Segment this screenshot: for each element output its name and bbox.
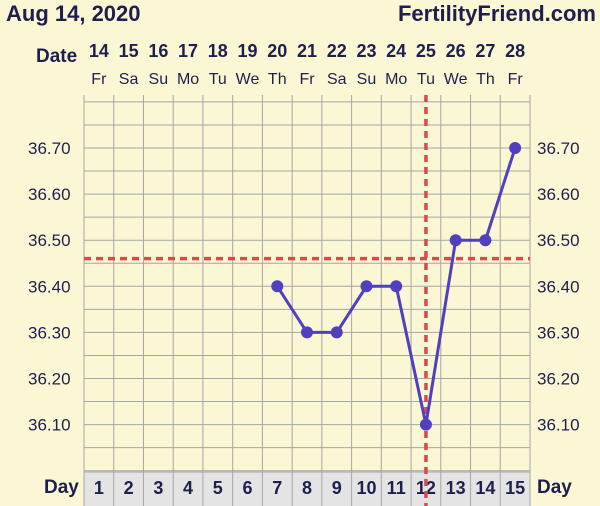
day-number-label: 3 — [153, 478, 163, 498]
date-label: 16 — [148, 41, 168, 61]
y-tick-label: 36.30 — [28, 323, 71, 342]
y-tick-label-right: 36.10 — [537, 416, 580, 435]
brand-logo: FertilityFriend.com — [398, 1, 596, 26]
y-tick-label-right: 36.60 — [537, 185, 580, 204]
date-label: 21 — [297, 41, 317, 61]
y-tick-label-right: 36.20 — [537, 370, 580, 389]
weekday-label: Th — [268, 71, 287, 88]
date-label: 26 — [446, 41, 466, 61]
weekday-label: We — [444, 71, 468, 88]
data-point — [449, 234, 462, 247]
weekday-label: Sa — [119, 71, 139, 88]
day-number-label: 4 — [183, 478, 193, 498]
day-number-label: 5 — [213, 478, 223, 498]
weekday-label: Su — [149, 71, 169, 88]
date-label: 27 — [475, 41, 495, 61]
y-tick-label-right: 36.50 — [537, 231, 580, 250]
date-label: 14 — [89, 41, 109, 61]
day-number-label: 12 — [416, 478, 436, 498]
y-tick-label-right: 36.30 — [537, 323, 580, 342]
day-number-label: 7 — [272, 478, 282, 498]
day-number-label: 8 — [302, 478, 312, 498]
data-point — [330, 326, 343, 339]
date-label: 23 — [356, 41, 376, 61]
data-point — [301, 326, 313, 339]
date-label: 15 — [119, 41, 139, 61]
weekday-label: Sa — [327, 71, 347, 88]
data-point — [390, 280, 403, 293]
day-number-label: 14 — [475, 478, 495, 498]
weekday-label: Mo — [177, 71, 199, 88]
y-tick-label: 36.40 — [28, 277, 71, 296]
date-label: 24 — [386, 41, 406, 61]
y-tick-label: 36.60 — [28, 185, 71, 204]
weekday-label: Mo — [385, 71, 407, 88]
weekday-label: Fr — [508, 71, 524, 88]
chart-marks — [84, 95, 530, 506]
weekday-label: Fr — [299, 71, 315, 88]
date-label: 20 — [267, 41, 287, 61]
day-number-label: 11 — [387, 478, 406, 498]
y-tick-label: 36.50 — [28, 231, 71, 250]
weekday-label: Su — [357, 71, 377, 88]
y-tick-label: 36.20 — [28, 370, 71, 389]
date-label: 17 — [178, 41, 198, 61]
axis-labels: 14 Fr 1 15 Sa 2 16 Su 3 17 Mo 4 18 Tu 5 19 We 6 20 Th 7 21 Fr 8… — [28, 41, 580, 498]
y-tick-label: 36.70 — [28, 139, 71, 158]
data-point — [360, 280, 373, 293]
day-number-label: 2 — [124, 478, 134, 498]
day-row-band — [84, 472, 530, 506]
weekday-label: We — [236, 71, 260, 88]
day-number-label: 6 — [243, 478, 253, 498]
data-point — [419, 418, 432, 431]
day-number-label: 9 — [332, 478, 342, 498]
y-tick-label-right: 36.70 — [537, 139, 580, 158]
weekday-label: Tu — [209, 71, 227, 88]
date-row-label: Date — [36, 46, 77, 67]
y-tick-label-right: 36.40 — [537, 277, 580, 296]
day-row-label: Day — [44, 477, 79, 498]
date-label: 28 — [505, 41, 525, 61]
weekday-label: Fr — [91, 71, 107, 88]
date-label: 25 — [416, 41, 436, 61]
day-number-label: 10 — [356, 478, 376, 498]
chart-date: Aug 14, 2020 — [6, 1, 141, 26]
y-tick-label: 36.10 — [28, 416, 71, 435]
day-number-label: 1 — [94, 478, 104, 498]
grid — [83, 95, 531, 506]
date-label: 22 — [327, 41, 347, 61]
date-label: 19 — [238, 41, 258, 61]
weekday-label: Th — [476, 71, 495, 88]
data-point — [509, 142, 522, 154]
day-row-label-right: Day — [537, 477, 572, 498]
day-number-label: 13 — [446, 478, 466, 498]
data-point — [479, 234, 492, 247]
data-point — [271, 280, 284, 293]
weekday-label: Tu — [417, 71, 435, 88]
day-number-label: 15 — [505, 478, 525, 498]
date-label: 18 — [208, 41, 228, 61]
